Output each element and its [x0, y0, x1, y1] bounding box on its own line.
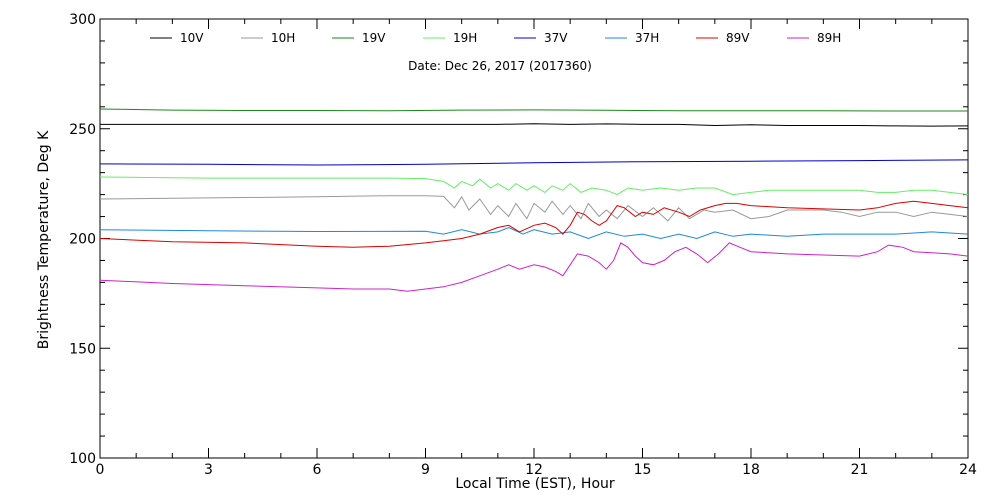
legend-label-37v: 37V	[544, 31, 568, 45]
plot-frame	[99, 18, 969, 459]
x-tick-label: 12	[525, 462, 543, 478]
legend-label-10v: 10V	[180, 31, 204, 45]
x-tick-label: 18	[742, 462, 760, 478]
axes-layer: 0 3 6 9 12 15 18 21 24 100 150 200 250 300	[69, 12, 977, 478]
legend: 10V 10H 19V 19H 37V 37H 89V 89H	[150, 31, 841, 45]
y-axis-title: Brightness Temperature, Deg K	[36, 130, 52, 349]
series-line-37v	[99, 159, 969, 166]
x-tick-label: 24	[959, 462, 977, 478]
y-tick-label: 100	[69, 451, 96, 467]
series-line-10v	[100, 123, 969, 127]
y-tick-label: 250	[69, 122, 96, 138]
x-tick-label: 3	[204, 462, 213, 478]
legend-label-19h: 19H	[453, 31, 477, 45]
legend-label-19v: 19V	[362, 31, 386, 45]
x-tick-label: 6	[313, 462, 322, 478]
series-line-37h	[99, 226, 969, 240]
series-line-19v	[99, 108, 968, 112]
y-tick-label: 200	[69, 232, 96, 248]
legend-label-10h: 10H	[271, 31, 295, 45]
y-tick-label: 300	[69, 12, 96, 28]
series-line-89v	[99, 200, 969, 248]
legend-label-89v: 89V	[726, 31, 750, 45]
date-subtitle: Date: Dec 26, 2017 (2017360)	[408, 59, 592, 73]
x-tick-label: 15	[634, 462, 652, 478]
x-axis-title: Local Time (EST), Hour	[455, 476, 615, 492]
y-tick-label: 150	[69, 341, 96, 357]
x-tick-label: 9	[421, 462, 430, 478]
legend-label-37h: 37H	[635, 31, 659, 45]
x-tick-label: 21	[851, 462, 869, 478]
x-tick-label: 0	[96, 462, 105, 478]
series-line-89h	[99, 242, 969, 292]
series-layer	[99, 108, 969, 292]
legend-label-89h: 89H	[817, 31, 841, 45]
series-line-10h	[99, 195, 969, 222]
series-line-19h	[99, 176, 969, 196]
